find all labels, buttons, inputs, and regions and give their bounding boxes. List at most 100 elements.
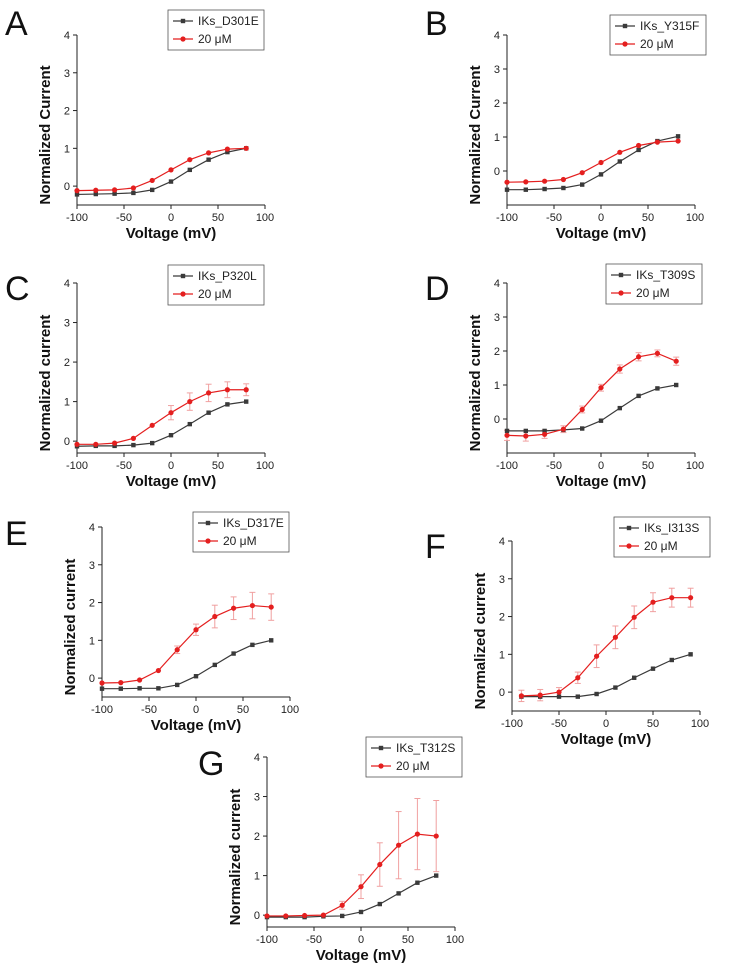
data-point-square — [504, 187, 510, 192]
data-point-circle — [74, 441, 80, 447]
legend-marker-circle — [205, 538, 211, 544]
data-point-circle — [650, 599, 656, 605]
panel-label: G — [198, 745, 224, 783]
data-point-circle — [231, 605, 237, 611]
y-tick-label: 4 — [494, 30, 500, 42]
y-tick-label: 0 — [64, 436, 70, 448]
data-point-square — [636, 147, 641, 153]
data-point-circle — [688, 595, 694, 601]
data-point-circle — [504, 432, 510, 438]
series-line-mutant — [76, 147, 247, 196]
data-point-circle — [669, 595, 675, 601]
data-point-square — [187, 167, 192, 173]
data-point-circle — [264, 913, 270, 919]
y-tick-label: 3 — [499, 574, 505, 586]
data-point-square — [674, 382, 679, 388]
series-line-drug — [506, 352, 677, 437]
y-axis-title: Normalized current — [37, 315, 54, 452]
data-point-square — [632, 675, 637, 680]
data-point-circle — [130, 435, 136, 441]
legend-marker-circle — [180, 36, 186, 42]
legend-marker-square — [180, 273, 186, 279]
x-tick-label: -50 — [141, 704, 157, 716]
data-point-circle — [612, 634, 619, 640]
data-point-circle — [617, 149, 623, 155]
data-point-circle — [93, 441, 99, 447]
y-tick-label: 1 — [89, 635, 95, 647]
data-point-square — [206, 157, 211, 162]
data-point-square — [131, 442, 136, 448]
data-point-square — [504, 428, 510, 434]
series-line-drug — [101, 604, 272, 684]
y-tick-label: 2 — [499, 612, 505, 624]
series-line-mutant — [102, 639, 272, 690]
data-point-circle — [673, 358, 679, 364]
data-point-square — [112, 191, 117, 196]
data-point-square — [575, 694, 580, 699]
data-point-circle — [560, 176, 567, 183]
data-point-circle — [636, 354, 642, 360]
x-tick-label: 0 — [168, 212, 174, 224]
data-point-circle — [523, 179, 529, 185]
data-point-circle — [74, 188, 80, 194]
y-axis-title: Normalized current — [227, 789, 244, 926]
data-point-circle — [243, 145, 249, 151]
legend-marker-circle — [618, 290, 624, 296]
data-point-square — [688, 652, 693, 657]
data-point-square — [542, 186, 547, 192]
x-tick-label: -100 — [256, 934, 278, 946]
x-tick-label: 0 — [168, 460, 174, 472]
data-point-square — [396, 891, 401, 896]
data-point-circle — [99, 680, 105, 686]
data-point-square — [617, 405, 622, 411]
x-tick-label: -50 — [546, 460, 562, 472]
panel-label: F — [425, 528, 446, 566]
data-point-square — [168, 179, 174, 184]
data-point-circle — [212, 613, 218, 620]
x-tick-label: 100 — [691, 718, 709, 730]
x-tick-label: -50 — [116, 212, 132, 224]
series-line-drug — [267, 833, 437, 917]
panel-b: B 0 1 2 3 4 -100 -50 0 50 100 Voltage (mV) Normalize… — [425, 5, 707, 242]
y-tick-label: 0 — [494, 166, 500, 178]
x-tick-label: 50 — [642, 212, 654, 224]
x-tick-label: 100 — [256, 212, 274, 224]
data-point-square — [340, 913, 345, 919]
legend-label: IKs_P320L — [198, 269, 257, 283]
x-tick-label: -50 — [306, 934, 322, 946]
data-point-square — [244, 399, 249, 404]
data-point-circle — [433, 833, 439, 839]
data-point-circle — [320, 912, 326, 918]
legend-box — [613, 516, 711, 558]
x-tick-label: -100 — [66, 460, 88, 472]
data-point-square — [150, 440, 155, 446]
data-point-circle — [675, 138, 681, 144]
legend-box — [167, 9, 265, 51]
data-point-circle — [149, 177, 155, 184]
y-tick-label: 3 — [494, 312, 500, 324]
y-tick-label: 2 — [89, 598, 95, 610]
data-point-circle — [112, 440, 118, 446]
data-point-square — [156, 686, 161, 691]
data-point-square — [206, 410, 211, 415]
data-point-square — [168, 433, 174, 438]
x-tick-label: 0 — [598, 212, 604, 224]
data-point-circle — [523, 433, 529, 439]
series-line-drug — [76, 147, 247, 192]
data-point-square — [175, 682, 180, 688]
x-axis-title: Voltage (mV) — [126, 473, 217, 490]
data-point-circle — [358, 884, 364, 890]
x-tick-label: 50 — [402, 934, 414, 946]
data-point-square — [231, 651, 236, 656]
series-line-mutant — [76, 401, 247, 447]
series-line-mutant — [267, 875, 437, 918]
data-point-circle — [112, 187, 118, 193]
x-tick-label: 50 — [212, 460, 224, 472]
legend-marker-square — [626, 525, 632, 531]
legend-label: IKs_D317E — [223, 516, 284, 530]
y-tick-label: 1 — [64, 143, 70, 155]
data-point-circle — [224, 146, 230, 152]
y-tick-label: 3 — [64, 68, 70, 80]
x-tick-label: -100 — [496, 460, 518, 472]
